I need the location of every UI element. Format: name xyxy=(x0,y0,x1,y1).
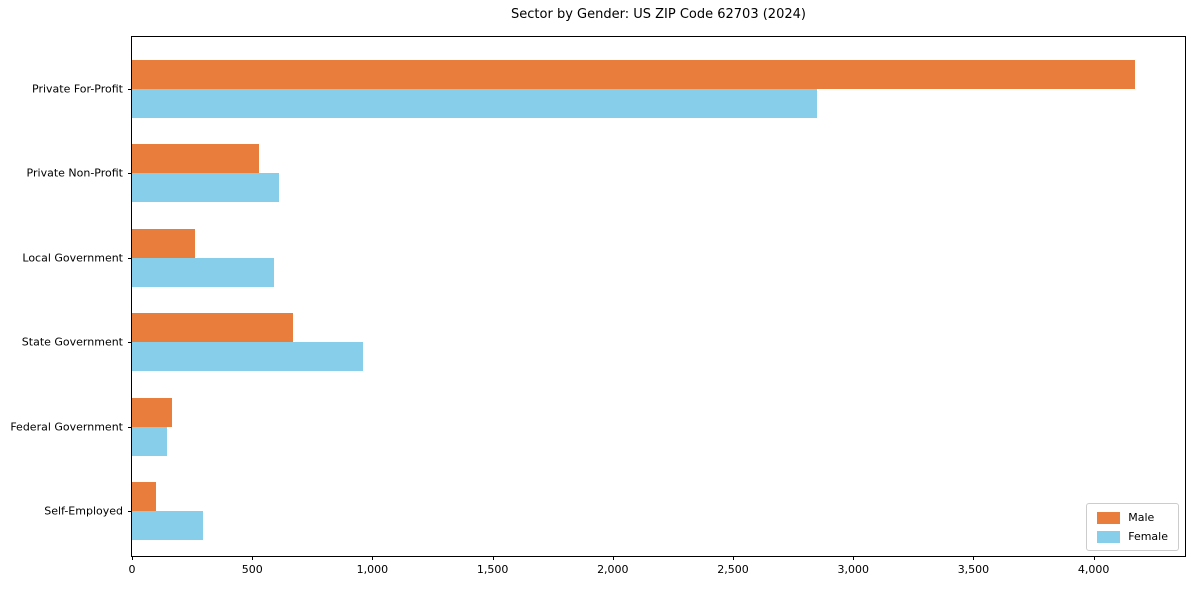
x-tick-label: 0 xyxy=(128,563,136,576)
y-tick xyxy=(128,89,132,90)
legend-entry-female: Female xyxy=(1097,530,1168,543)
x-tick xyxy=(1093,556,1095,560)
y-tick-label: Private For-Profit xyxy=(32,82,123,96)
bar-female-state-government xyxy=(132,342,363,372)
x-tick-label: 500 xyxy=(241,563,263,576)
bar-female-local-government xyxy=(132,257,274,287)
x-tick-label: 1,500 xyxy=(476,563,509,576)
y-tick-label: Private Non-Profit xyxy=(26,166,123,180)
x-tick xyxy=(252,556,254,560)
x-tick-label: 3,000 xyxy=(837,563,869,576)
bar-male-local-government xyxy=(132,228,195,258)
bar-male-federal-government xyxy=(132,397,172,427)
bar-female-self-employed xyxy=(132,511,203,540)
legend: Male Female xyxy=(1086,503,1179,551)
x-tick xyxy=(733,556,735,560)
legend-label-male: Male xyxy=(1128,511,1155,524)
legend-entry-male: Male xyxy=(1097,511,1168,524)
legend-label-female: Female xyxy=(1128,530,1168,543)
x-tick-label: 2,000 xyxy=(597,563,629,576)
bar-female-private-for-profit xyxy=(132,89,818,118)
y-tick-label: State Government xyxy=(21,335,123,349)
y-tick-label: Self-Employed xyxy=(44,504,123,518)
y-tick xyxy=(128,342,132,344)
x-tick xyxy=(492,556,494,560)
y-tick xyxy=(128,173,132,175)
plot-area: Male Female Private For-Profit Private No… xyxy=(10,36,1186,576)
x-tick xyxy=(853,556,855,560)
x-tick xyxy=(372,556,374,560)
x-tick xyxy=(132,556,133,560)
y-tick xyxy=(128,511,132,512)
y-tick xyxy=(128,426,132,428)
x-tick-label: 4,000 xyxy=(1077,563,1110,576)
bar-female-private-non-profit xyxy=(132,173,279,203)
bar-male-state-government xyxy=(132,313,294,343)
y-tick-label: Federal Government xyxy=(10,420,123,434)
male-swatch xyxy=(1097,511,1121,524)
x-tick xyxy=(612,556,614,560)
x-tick-label: 1,000 xyxy=(356,563,389,576)
y-tick xyxy=(128,257,132,259)
y-tick-label: Local Government xyxy=(22,251,123,265)
bar-male-private-for-profit xyxy=(132,60,1135,89)
chart-title: Sector by Gender: US ZIP Code 62703 (202… xyxy=(511,7,806,22)
x-tick-label: 2,500 xyxy=(717,563,749,576)
bar-female-federal-government xyxy=(132,426,167,456)
x-tick xyxy=(973,556,975,560)
x-tick-label: 3,500 xyxy=(957,563,990,576)
bar-male-private-non-profit xyxy=(132,144,260,174)
female-swatch xyxy=(1097,530,1121,543)
bar-male-self-employed xyxy=(132,482,156,511)
